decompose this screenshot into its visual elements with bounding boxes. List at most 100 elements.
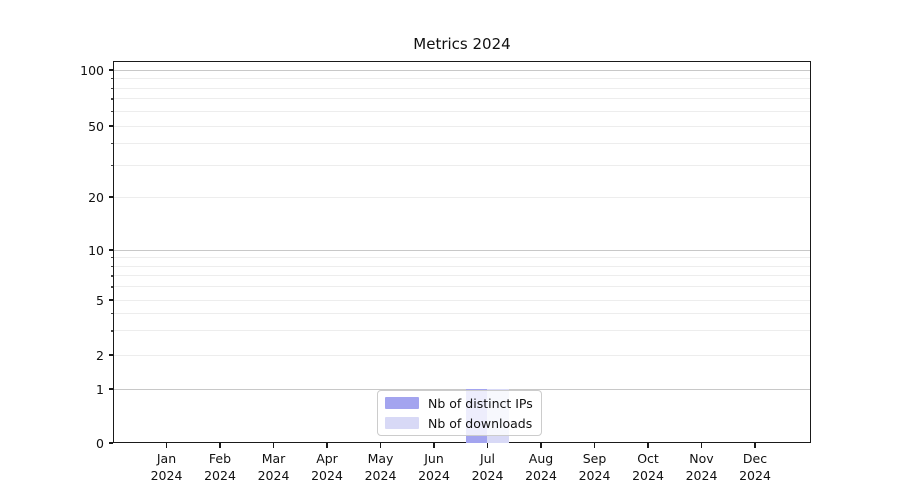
y-minor-tick-mark-80 xyxy=(110,87,113,89)
y-tick-mark-20 xyxy=(108,196,113,198)
gridline-minor-9 xyxy=(114,257,810,259)
y-tick-label-100: 100 xyxy=(80,62,104,78)
x-tick-month: Dec xyxy=(742,451,768,466)
x-tick-month: Sep xyxy=(582,451,607,466)
y-minor-tick-mark-60 xyxy=(110,110,113,113)
y-minor-tick-mark-9 xyxy=(110,257,113,259)
x-tick-mark-may-2024 xyxy=(379,443,382,448)
y-tick-label-50: 50 xyxy=(88,118,104,134)
x-tick-month: Jan xyxy=(156,451,177,466)
y-tick-label-20: 20 xyxy=(88,189,104,205)
x-tick-month: May xyxy=(367,451,394,466)
x-tick-year: 2024 xyxy=(471,467,504,483)
x-tick-mark-dec-2024 xyxy=(754,443,756,448)
x-tick-mark-jul-2024 xyxy=(486,443,489,448)
gridline-minor-8 xyxy=(114,265,810,267)
x-tick-year: 2024 xyxy=(150,467,183,483)
y-tick-label-0: 0 xyxy=(96,435,104,451)
x-tick-label-feb-2024: Feb 2024 xyxy=(193,451,247,484)
x-tick-label-oct-2024: Oct 2024 xyxy=(621,451,675,484)
legend-item-distinct-ips: Nb of distinct IPs xyxy=(385,396,534,411)
gridline-minor-50 xyxy=(114,125,810,127)
x-tick-mark-oct-2024 xyxy=(647,443,649,448)
gridline-minor-90 xyxy=(114,78,810,79)
gridline-minor-7 xyxy=(114,275,810,277)
gridline-minor-3 xyxy=(114,330,810,332)
gridline-minor-80 xyxy=(114,87,810,89)
x-tick-month: Jul xyxy=(479,451,496,466)
x-tick-year: 2024 xyxy=(685,467,718,483)
x-tick-mark-feb-2024 xyxy=(219,443,221,448)
gridlines-layer xyxy=(114,62,810,442)
gridline-minor-2 xyxy=(114,354,810,356)
y-tick-mark-10 xyxy=(108,249,113,251)
gridline-major-100 xyxy=(114,69,810,71)
gridline-minor-70 xyxy=(114,98,810,100)
x-tick-month: Mar xyxy=(261,451,286,466)
gridline-major-1 xyxy=(114,388,810,390)
y-tick-label-2: 2 xyxy=(96,347,104,363)
y-tick-label-5: 5 xyxy=(96,292,104,308)
legend-label-downloads: Nb of downloads xyxy=(428,415,533,431)
x-tick-year: 2024 xyxy=(525,467,557,483)
gridline-minor-6 xyxy=(114,286,810,288)
y-minor-tick-mark-6 xyxy=(110,286,113,288)
x-tick-mark-aug-2024 xyxy=(540,443,542,448)
x-tick-label-jun-2024: Jun 2024 xyxy=(407,451,461,484)
legend: Nb of distinct IPs Nb of downloads xyxy=(377,390,542,436)
x-tick-mark-mar-2024 xyxy=(272,443,275,448)
y-minor-tick-mark-4 xyxy=(110,312,113,315)
y-minor-tick-mark-8 xyxy=(110,265,113,267)
legend-label-distinct-ips: Nb of distinct IPs xyxy=(428,395,533,411)
x-tick-mark-sep-2024 xyxy=(593,443,596,448)
x-tick-mark-apr-2024 xyxy=(326,443,328,448)
legend-swatch-downloads xyxy=(385,417,419,429)
x-tick-label-jul-2024: Jul 2024 xyxy=(461,451,515,484)
gridline-minor-5 xyxy=(114,299,810,301)
x-tick-year: 2024 xyxy=(257,467,290,483)
x-tick-label-mar-2024: Mar 2024 xyxy=(247,451,301,484)
x-tick-label-sep-2024: Sep 2024 xyxy=(568,451,622,484)
gridline-major-10 xyxy=(114,249,810,251)
x-tick-month: Feb xyxy=(208,451,232,466)
legend-item-downloads: Nb of downloads xyxy=(385,416,534,431)
chart-title: Metrics 2024 xyxy=(413,35,511,53)
y-tick-label-1: 1 xyxy=(96,381,104,397)
y-minor-tick-mark-3 xyxy=(110,330,113,332)
x-tick-year: 2024 xyxy=(311,467,343,483)
gridline-minor-30 xyxy=(114,165,810,167)
x-tick-label-aug-2024: Aug 2024 xyxy=(514,451,568,484)
x-tick-month: Apr xyxy=(316,451,338,466)
x-tick-year: 2024 xyxy=(364,467,397,483)
y-minor-tick-mark-40 xyxy=(110,142,113,145)
x-tick-year: 2024 xyxy=(204,467,236,483)
y-tick-mark-100 xyxy=(108,69,113,71)
bars-layer xyxy=(114,62,810,443)
x-tick-label-jan-2024: Jan 2024 xyxy=(140,451,194,484)
gridline-minor-20 xyxy=(114,196,810,198)
gridline-minor-4 xyxy=(114,312,810,314)
plot-area: Nb of distinct IPs Nb of downloads xyxy=(113,61,811,443)
x-tick-label-may-2024: May 2024 xyxy=(354,451,408,484)
x-tick-mark-nov-2024 xyxy=(700,443,703,448)
x-tick-month: Jun xyxy=(424,451,444,466)
legend-swatch-distinct-ips xyxy=(385,397,419,409)
y-tick-mark-2 xyxy=(108,354,113,356)
gridline-minor-60 xyxy=(114,110,810,112)
y-minor-tick-mark-70 xyxy=(110,98,113,100)
y-tick-mark-1 xyxy=(108,388,113,390)
x-tick-year: 2024 xyxy=(632,467,664,483)
gridline-minor-40 xyxy=(114,142,810,144)
y-tick-mark-0 xyxy=(108,442,113,444)
y-minor-tick-mark-7 xyxy=(110,275,113,277)
x-tick-year: 2024 xyxy=(418,467,450,483)
y-minor-tick-mark-90 xyxy=(110,78,113,80)
x-tick-label-apr-2024: Apr 2024 xyxy=(300,451,354,484)
x-tick-month: Oct xyxy=(637,451,659,466)
y-tick-label-10: 10 xyxy=(88,242,104,258)
x-tick-label-dec-2024: Dec 2024 xyxy=(728,451,782,484)
x-tick-mark-jan-2024 xyxy=(165,443,168,448)
x-tick-month: Nov xyxy=(689,451,714,466)
x-tick-year: 2024 xyxy=(739,467,771,483)
